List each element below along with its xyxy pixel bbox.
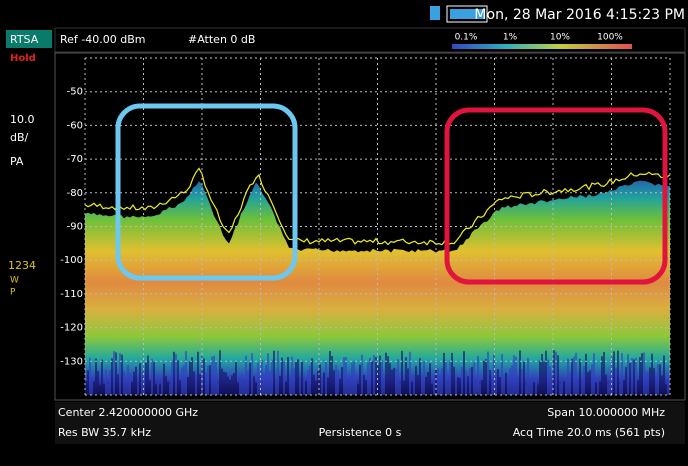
- usb-icon: [430, 6, 440, 20]
- y-axis-label: -50: [67, 87, 83, 98]
- detector: PA: [10, 155, 24, 168]
- screen: Mon, 28 Mar 2016 4:15:23 PM RTSA Hold 10…: [0, 0, 688, 466]
- y-axis-label: -60: [67, 120, 83, 131]
- persistence-colorbar: [452, 44, 632, 49]
- persistence-scale-label: 0.1%: [455, 33, 478, 43]
- y-axis-label: -90: [67, 222, 83, 233]
- res-bw: Res BW 35.7 kHz: [58, 426, 151, 439]
- traces: 1234: [8, 259, 36, 272]
- trace-mode-1: W: [10, 276, 19, 286]
- scale-value: 10.0: [10, 113, 35, 126]
- datetime: Mon, 28 Mar 2016 4:15:23 PM: [474, 7, 685, 23]
- acq-time: Acq Time 20.0 ms (561 pts): [513, 426, 665, 439]
- persistence-scale-label: 100%: [597, 33, 623, 43]
- center-freq: Center 2.420000000 GHz: [58, 406, 198, 419]
- trace-mode-2: P: [10, 288, 16, 298]
- mode: RTSA: [10, 33, 39, 46]
- y-axis-label: -120: [60, 323, 83, 334]
- span: Span 10.000000 MHz: [547, 406, 665, 419]
- y-axis-label: -130: [60, 356, 83, 367]
- persistence-scale-label: 10%: [550, 33, 570, 43]
- y-axis-label: -110: [60, 289, 83, 300]
- persistence-scale-label: 1%: [503, 33, 518, 43]
- scale-unit: dB/: [10, 131, 29, 144]
- attenuation: #Atten 0 dB: [188, 33, 255, 46]
- y-axis-label: -100: [60, 255, 83, 266]
- y-axis-label: -80: [67, 188, 83, 199]
- hold: Hold: [10, 53, 36, 64]
- persistence: Persistence 0 s: [319, 426, 402, 439]
- ref-level: Ref -40.00 dBm: [60, 33, 146, 46]
- y-axis-label: -70: [67, 154, 83, 165]
